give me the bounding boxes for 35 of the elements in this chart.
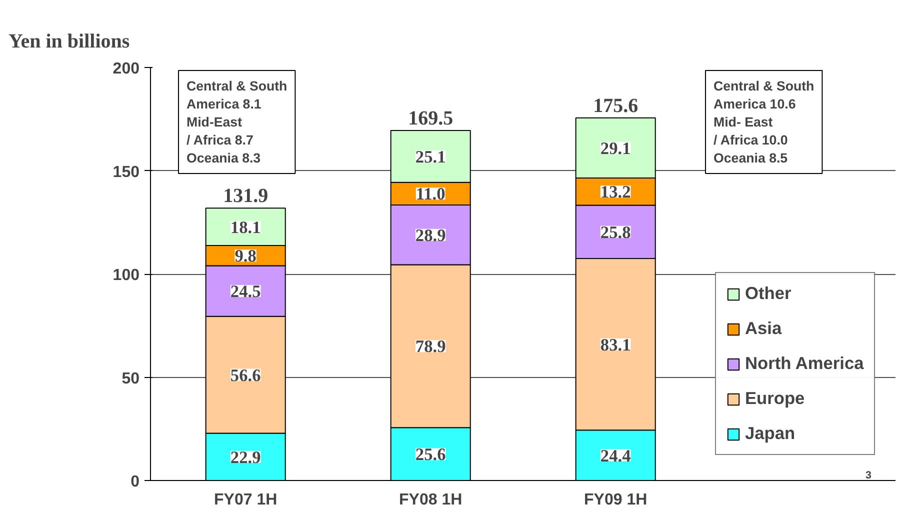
- legend-label: Europe: [745, 388, 805, 409]
- data-label: 13.2: [600, 182, 631, 202]
- data-label: 25.6: [415, 445, 446, 464]
- total-label: 131.9: [223, 185, 268, 208]
- text: 3: [866, 470, 872, 482]
- text: Central & South America 10.6 Mid- East / Africa 10.0 Oceania 8.5: [714, 78, 814, 166]
- data-label: 25.8: [600, 222, 632, 242]
- x-tick-label: FY09 1H: [584, 492, 648, 508]
- data-label: 83.1: [600, 335, 631, 354]
- data-label: 11.0: [416, 184, 446, 204]
- y-tick-label: 0: [130, 474, 140, 490]
- annotation: Central & South America 8.1 Mid-East / Africa 8.7 Oceania 8.3: [186, 78, 288, 166]
- data-label: 24.4: [600, 446, 632, 466]
- data-label: 18.1: [230, 218, 261, 237]
- legend-label: Asia: [745, 318, 782, 339]
- total-label: 169.5: [408, 107, 454, 130]
- data-label: 29.1: [600, 138, 631, 158]
- legend-label: North America: [745, 353, 864, 374]
- data-label: 78.9: [415, 337, 446, 356]
- data-label: 22.9: [230, 448, 262, 467]
- y-tick-label: 150: [112, 164, 140, 181]
- data-label: 9.8: [234, 246, 257, 266]
- y-tick-label: 200: [112, 60, 140, 78]
- y-axis-title: Yen in billions: [8, 30, 130, 52]
- data-label: 25.1: [415, 147, 446, 166]
- legend-label: Japan: [745, 423, 796, 444]
- data-label: 56.6: [230, 366, 262, 385]
- legend-label: Other: [745, 283, 792, 304]
- y-tick-label: 100: [112, 267, 140, 284]
- x-tick-label: FY07 1H: [214, 492, 278, 508]
- total-label: 175.6: [593, 94, 638, 117]
- y-tick-label: 50: [122, 370, 140, 388]
- data-label: 28.9: [415, 226, 446, 245]
- x-tick-label: FY08 1H: [399, 492, 462, 508]
- data-label: 24.5: [230, 282, 262, 302]
